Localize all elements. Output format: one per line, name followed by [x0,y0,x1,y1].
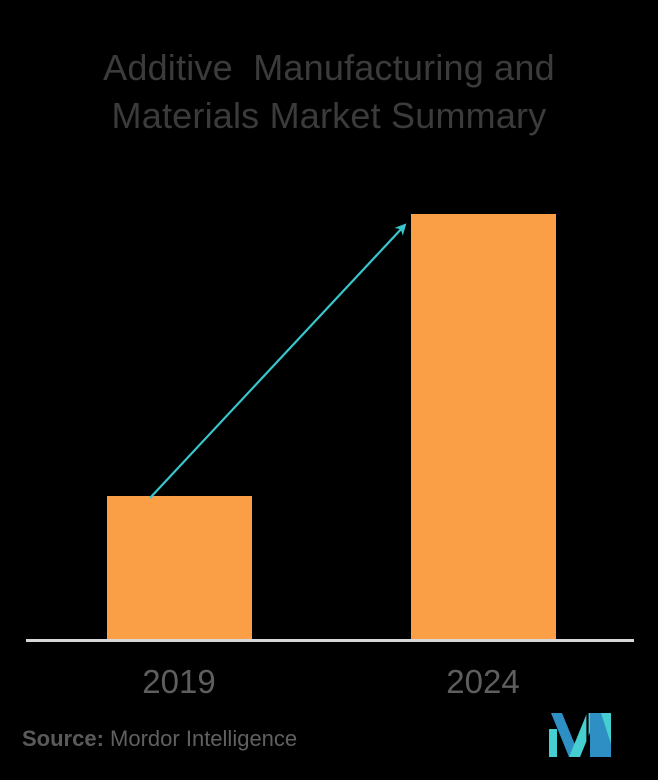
chart-title-line-1: Additive Manufacturing and [103,47,555,88]
chart-title-line-2: Materials Market Summary [111,95,547,136]
plot-area [0,170,658,650]
source-value: Mordor Intelligence [110,726,298,751]
chart-footer: Source: Mordor Intelligence [0,713,658,772]
growth-trend-arrow [149,223,407,499]
chart-title: Additive Manufacturing and Materials Mark… [0,44,658,140]
x-axis-line [26,639,634,642]
x-axis-label-2019: 2019 [142,663,216,700]
x-axis-labels: 2019 2024 [0,660,658,704]
source-attribution: Source: Mordor Intelligence [22,722,297,756]
x-axis-label-2024: 2024 [446,663,520,700]
source-label: Source: [22,726,104,751]
bar-2019 [107,496,252,639]
bar-2024 [411,214,556,639]
mordor-intelligence-logo-icon [549,713,611,757]
